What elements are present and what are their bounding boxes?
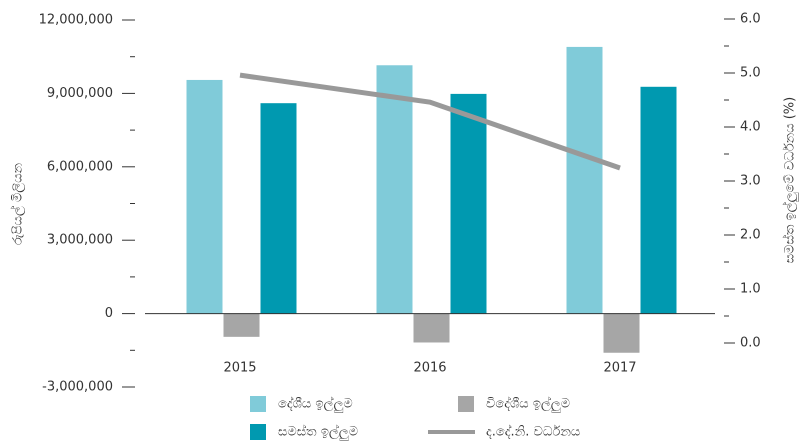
- bar: [450, 93, 487, 314]
- legend-swatch: [250, 396, 266, 412]
- bar: [376, 65, 413, 314]
- legend-swatch: [250, 424, 266, 440]
- bar: [603, 313, 640, 353]
- x-tick-label: 2015: [223, 361, 256, 376]
- legend-label: විදේශීය ඉල්ලුම: [486, 395, 570, 412]
- legend-label: දේශීය ඉල්ලුම: [278, 395, 353, 412]
- y-tick-label: 0: [105, 306, 113, 321]
- y2-tick-label: 1.0: [740, 282, 761, 297]
- bar: [413, 313, 450, 343]
- y-tick-label: -3,000,000: [42, 380, 113, 395]
- legend-swatch: [458, 396, 474, 412]
- x-tick-label: 2017: [603, 361, 636, 376]
- y-axis-label: රුපියල් මිලියන: [9, 162, 25, 245]
- legend-label: සමස්ත ඉල්ලුම: [278, 423, 358, 440]
- y2-tick-label: 4.0: [740, 120, 761, 135]
- y2-axis-label: සමස්ත ඉල්ලුමේ වර්ධනය (%): [781, 97, 798, 263]
- y2-tick-label: 3.0: [740, 174, 761, 189]
- bar: [640, 86, 677, 314]
- y-tick-label: 9,000,000: [47, 86, 113, 101]
- x-tick-label: 2016: [413, 361, 446, 376]
- y-tick-label: 6,000,000: [47, 159, 113, 174]
- bar: [186, 79, 223, 314]
- legend-label: ද.දේ.නි. වර්ධනය: [486, 423, 580, 439]
- y2-tick-label: 2.0: [740, 228, 761, 243]
- line: [239, 72, 621, 171]
- y2-tick-label: 0.0: [740, 336, 761, 351]
- bar: [566, 46, 603, 314]
- bar: [223, 313, 260, 337]
- y-tick-label: 3,000,000: [47, 233, 113, 248]
- y-tick-label: 12,000,000: [39, 13, 113, 28]
- bar: [260, 103, 297, 314]
- y2-tick-label: 6.0: [740, 12, 761, 27]
- y2-tick-label: 5.0: [740, 66, 761, 81]
